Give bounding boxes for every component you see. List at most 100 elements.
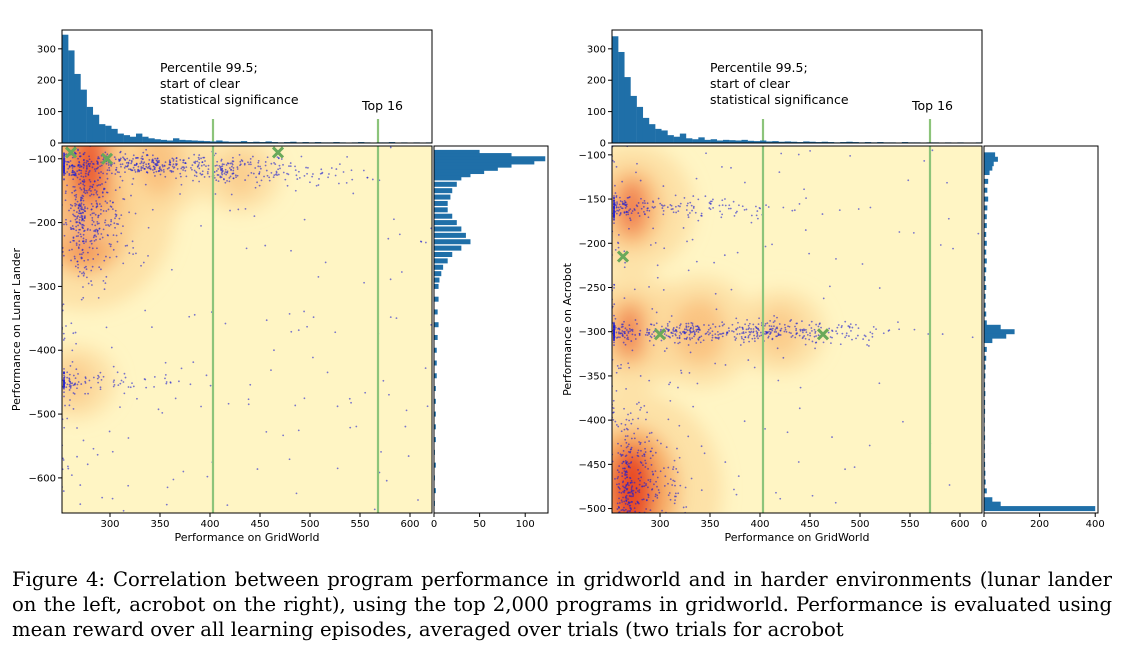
scatter-point [254,167,257,169]
side-hist-bar [434,258,448,264]
scatter-point [74,152,77,155]
scatter-point [623,509,626,512]
scatter-point [78,210,81,213]
scatter-point [72,185,75,188]
scatter-point [67,167,70,170]
scatter-point [72,408,75,410]
scatter-point [200,164,203,167]
scatter-point [256,468,259,470]
caption-line-2: lander on the left, acrobot on the right… [12,568,1112,616]
scatter-point [641,202,644,204]
side-hist-bar [434,175,462,181]
scatter-point [654,470,657,472]
chart-left: 300 350 400 450 500 550 600−100−200−300−400−50… [10,29,549,544]
scatter-point [760,334,763,337]
scatter-point [624,261,626,264]
scatter-point [638,483,641,486]
scatter-point [614,192,617,194]
scatter-point [77,373,79,375]
scatter-point [231,163,234,166]
scatter-point [647,467,649,470]
scatter-point [80,219,83,222]
scatter-point [680,372,683,374]
scatter-point [623,336,626,339]
scatter-point [83,219,85,222]
side-hist-bar [984,382,986,388]
scatter-point [616,469,619,472]
scatter-point [73,214,75,217]
scatter-point [76,427,78,429]
scatter-point [99,165,102,168]
scatter-point [674,499,676,502]
scatter-point [629,527,631,529]
scatter-point [106,177,109,180]
scatter-point [679,323,682,326]
scatter-point [105,326,108,329]
scatter-point [634,510,637,513]
scatter-point [78,173,80,176]
scatter-point [317,275,320,278]
scatter-point [110,218,113,221]
scatter-point [239,163,242,166]
scatter-point [864,335,867,338]
annotation-top16: Top 16 [911,98,953,113]
scatter-point [179,175,182,178]
scatter-point [721,321,724,324]
scatter-point [652,206,655,209]
scatter-point [140,264,142,267]
scatter-point [613,219,615,221]
scatter-point [644,441,646,444]
scatter-point [778,171,781,174]
scatter-point [70,228,72,231]
scatter-point [146,166,149,169]
scatter-point [67,467,70,470]
scatter-point [289,165,292,168]
scatter-point [616,209,618,212]
scatter-point [625,462,628,465]
scatter-point [108,256,111,259]
scatter-point [305,166,307,169]
scatter-point [166,167,169,170]
scatter-point [768,325,771,327]
scatter-point [239,160,242,163]
scatter-point [62,332,65,335]
scatter-point [270,172,273,174]
scatter-point [63,374,65,377]
scatter-point [103,288,106,291]
scatter-point [681,331,684,333]
x-tick-label: 300 [100,519,119,530]
top-hist-bar [216,140,223,143]
scatter-point [815,323,818,326]
scatter-point [776,347,779,350]
scatter-point [219,176,222,179]
scatter-point [629,506,632,509]
scatter-point [198,180,201,183]
scatter-point [682,227,685,229]
x-marker [64,146,78,159]
scatter-point [637,401,640,404]
scatter-point [650,514,652,516]
scatter-point [632,536,634,538]
scatter-point [661,515,663,517]
scatter-point [613,333,615,335]
scatter-point [822,297,825,300]
scatter-point [627,451,630,453]
scatter-point [627,213,630,216]
side-hist-bar [984,501,1001,507]
scatter-point [623,519,625,521]
top-hist-tick-label: 0 [50,139,56,150]
scatter-point [96,205,99,207]
scatter-point [669,381,672,384]
scatter-point [108,430,111,433]
scatter-point [939,244,942,246]
scatter-point [192,361,195,364]
scatter-point [669,203,672,206]
scatter-point [682,506,685,509]
scatter-point [621,323,623,326]
y-tick-label: −450 [579,460,606,471]
x-axis-label: Performance on GridWorld [174,531,319,544]
scatter-point [678,334,681,337]
scatter-point [714,333,717,335]
scatter-point [175,160,178,163]
scatter-point [132,177,135,180]
